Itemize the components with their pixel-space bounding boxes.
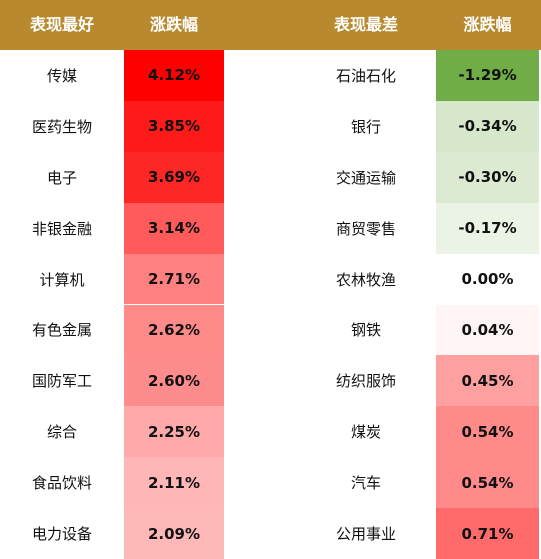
- table-row: 计算机 2.71% 农林牧渔 0.00%: [0, 253, 541, 305]
- best-sector-change: 2.71%: [124, 253, 224, 305]
- header-worst: 表现最差: [333, 15, 398, 34]
- best-sector-name: 非银金融: [31, 219, 92, 238]
- header-best-change: 涨跌幅: [149, 15, 198, 34]
- table-row: 食品饮料 2.11% 汽车 0.54%: [0, 457, 541, 509]
- worst-sector-change: 0.54%: [436, 406, 539, 458]
- worst-sector-change: -0.34%: [436, 100, 539, 152]
- best-sector-name: 计算机: [39, 270, 85, 289]
- table-row: 非银金融 3.14% 商贸零售 -0.17%: [0, 202, 541, 254]
- best-sector-name: 综合: [46, 423, 77, 442]
- table-row: 电力设备 2.09% 公用事业 0.71%: [0, 508, 541, 559]
- table-row: 有色金属 2.62% 钢铁 0.04%: [0, 304, 541, 356]
- best-sector-name: 食品饮料: [31, 474, 92, 493]
- header-worst-change: 涨跌幅: [463, 15, 512, 34]
- worst-sector-change: 0.54%: [436, 457, 539, 509]
- worst-sector-name: 石油石化: [335, 66, 396, 85]
- table-row: 传媒 4.12% 石油石化 -1.29%: [0, 50, 541, 101]
- worst-sector-change: 0.04%: [436, 304, 539, 356]
- table-header: 表现最好 涨跌幅 表现最差 涨跌幅: [0, 0, 541, 50]
- worst-sector-change: 0.71%: [436, 508, 539, 559]
- worst-sector-name: 纺织服饰: [335, 372, 396, 391]
- best-sector-change: 2.09%: [124, 508, 224, 559]
- table-row: 综合 2.25% 煤炭 0.54%: [0, 406, 541, 458]
- worst-sector-name: 商贸零售: [335, 219, 396, 238]
- best-sector-name: 国防军工: [31, 372, 92, 391]
- worst-sector-name: 农林牧渔: [335, 270, 396, 289]
- table-row: 医药生物 3.85% 银行 -0.34%: [0, 100, 541, 152]
- best-sector-change: 2.62%: [124, 304, 224, 356]
- table-row: 国防军工 2.60% 纺织服饰 0.45%: [0, 355, 541, 407]
- best-sector-change: 4.12%: [124, 50, 224, 101]
- worst-sector-name: 银行: [350, 117, 381, 136]
- best-sector-name: 医药生物: [31, 117, 92, 136]
- worst-sector-change: 0.00%: [436, 253, 539, 305]
- best-sector-name: 电力设备: [31, 525, 92, 544]
- worst-sector-change: -0.30%: [436, 151, 539, 203]
- worst-sector-name: 公用事业: [335, 525, 396, 544]
- best-sector-name: 传媒: [46, 66, 77, 85]
- worst-sector-name: 交通运输: [335, 168, 396, 187]
- header-best: 表现最好: [29, 15, 94, 34]
- worst-sector-change: -1.29%: [436, 50, 539, 101]
- best-sector-change: 3.69%: [124, 151, 224, 203]
- worst-sector-name: 汽车: [350, 474, 381, 493]
- worst-sector-name: 煤炭: [350, 423, 381, 442]
- best-sector-change: 3.14%: [124, 202, 224, 254]
- worst-sector-change: 0.45%: [436, 355, 539, 407]
- table-row: 电子 3.69% 交通运输 -0.30%: [0, 151, 541, 203]
- worst-sector-change: -0.17%: [436, 202, 539, 254]
- best-sector-change: 2.11%: [124, 457, 224, 509]
- best-sector-change: 2.25%: [124, 406, 224, 458]
- best-sector-change: 3.85%: [124, 100, 224, 152]
- best-sector-name: 电子: [46, 168, 77, 187]
- worst-sector-name: 钢铁: [350, 321, 381, 340]
- best-sector-name: 有色金属: [31, 321, 92, 340]
- best-sector-change: 2.60%: [124, 355, 224, 407]
